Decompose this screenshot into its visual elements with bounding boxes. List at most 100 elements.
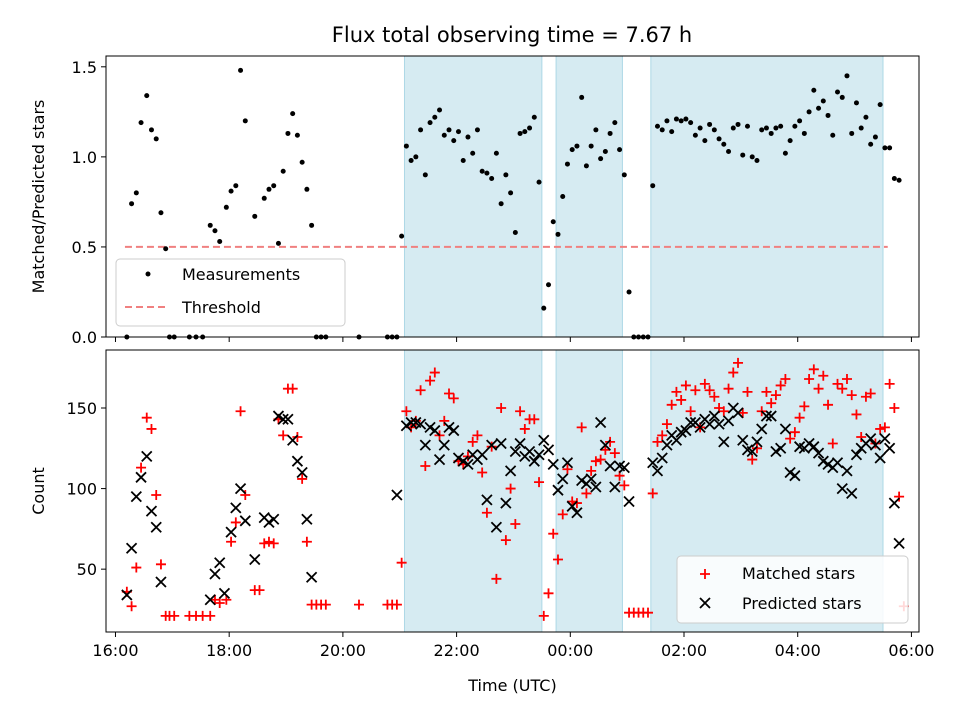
measurement-point [697,125,703,131]
predicted-star-point [542,444,555,456]
predicted-star-point [850,449,863,461]
measurement-point [735,121,741,127]
y-tick-label: 1.5 [72,58,97,77]
predicted-star-point [561,457,574,469]
predicted-star-point [680,424,692,437]
predicted-star-point [713,418,725,430]
predicted-star-point [514,437,526,450]
predicted-star-point [685,416,697,429]
measurement-point [163,246,169,252]
measurement-point [133,190,139,196]
measurement-point [309,222,315,228]
legend-box [676,555,909,624]
measurement-point [744,123,750,129]
matched-star-point [647,488,658,499]
measurement-point [233,183,239,189]
matched-star-point [297,473,308,484]
measurement-point [474,127,480,133]
predicted-star-point [249,553,261,566]
measurement-point [129,201,135,207]
matched-star-point [799,401,810,412]
measurement-point [711,127,717,133]
matched-star-point [680,380,691,391]
x-tick-label: 22:00 [434,641,480,660]
measurement-point [806,109,812,115]
matched-star-point [268,538,279,549]
matched-star-point [699,378,710,389]
measurement-point [887,145,893,151]
matched-star-point [567,496,578,507]
measurement-point [158,210,164,216]
measurement-point [399,233,405,239]
matched-star-point [813,383,824,394]
measurement-point [275,240,281,246]
predicted-star-point [500,497,512,509]
predicted-star-point [214,557,226,569]
measurement-point [583,163,589,169]
predicted-star-point [209,568,221,580]
y-tick-label: 150 [66,399,97,418]
measurement-point [858,125,864,131]
measurement-point [759,127,765,133]
matched-star-point [169,610,180,621]
measurement-point [673,116,679,122]
legend-bottom: Matched stars Predicted stars [676,555,909,624]
matched-star-point [214,597,225,608]
measurement-point [607,130,613,136]
predicted-star-point [609,481,621,493]
matched-star-point [226,536,237,547]
measurement-point [536,179,542,185]
measurement-point [564,161,570,167]
measurement-point [217,239,223,245]
predicted-star-point [869,439,882,451]
predicted-star-point [414,418,427,430]
measurement-point [678,118,684,124]
measurement-point [621,172,627,178]
predicted-star-point [448,424,460,437]
y-tick-label: 1.0 [72,148,97,167]
observing-interval [403,349,543,633]
predicted-star-point [808,441,820,453]
matched-star-point [448,393,459,404]
matched-star-point [439,415,450,426]
y-axis-label: Matched/Predicted stars [29,100,48,294]
measurement-point [626,289,632,295]
matched-star-point [141,412,152,423]
matched-star-point [590,456,601,467]
predicted-star-point [760,410,773,422]
predicted-star-point [155,576,167,588]
matched-star-point [519,423,530,434]
legend-measurements-marker [145,271,151,277]
measurement-point [138,120,144,126]
predicted-star-point [429,424,441,437]
matched-star-point [146,423,157,434]
predicted-star-point [817,455,829,467]
matched-star-point [837,383,848,394]
measurement-point [754,157,760,163]
matched-star-point [205,610,216,621]
matched-star-point [737,407,748,418]
predicted-star-point [874,452,886,464]
measurement-point [503,172,509,178]
matched-star-point [718,406,729,417]
x-tick-label: 02:00 [661,641,707,660]
measurement-point [455,129,461,135]
predicted-star-point [135,471,147,483]
predicted-star-point [462,458,474,471]
matched-star-point [415,385,426,396]
legend-threshold-label: Threshold [181,298,261,317]
predicted-star-point [590,481,602,493]
matched-star-point [619,480,630,491]
predicted-star-point [893,537,905,550]
matched-star-point [832,378,843,389]
legend-matched-label: Matched stars [742,564,855,583]
predicted-star-point [296,466,308,479]
predicted-star-point [670,434,683,446]
matched-star-point [685,406,696,417]
matched-star-point [467,436,478,447]
matched-star-point [235,406,246,417]
measurement-point [418,127,424,133]
predicted-star-point [433,453,446,466]
measurement-point [148,127,154,133]
predicted-star-point [121,589,133,601]
